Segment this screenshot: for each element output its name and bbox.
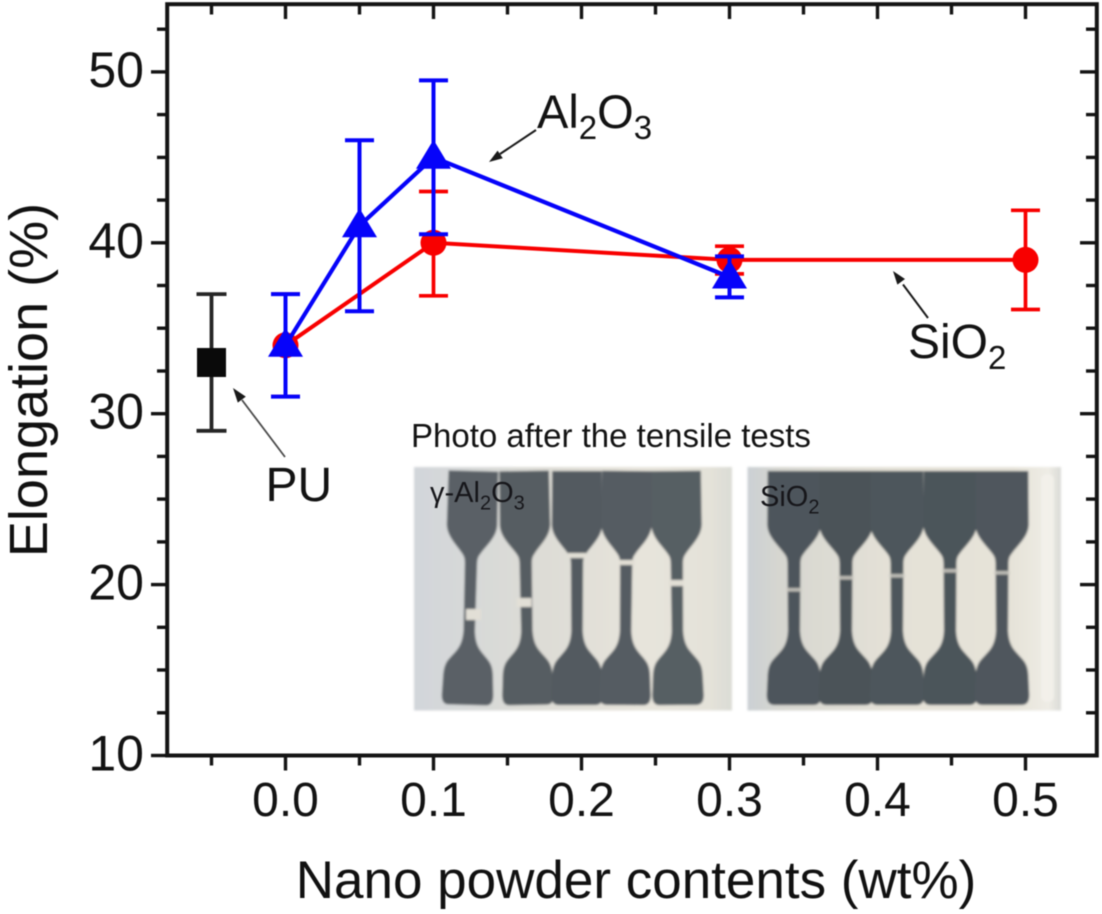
svg-text:PU: PU <box>266 459 333 512</box>
svg-text:0.3: 0.3 <box>696 774 763 827</box>
svg-text:40: 40 <box>88 213 144 269</box>
svg-text:10: 10 <box>88 726 144 782</box>
svg-text:Nano powder contents (wt%): Nano powder contents (wt%) <box>296 851 977 910</box>
svg-text:Photo after the tensile tests: Photo after the tensile tests <box>411 417 811 454</box>
svg-text:Elongation (%): Elongation (%) <box>0 203 59 557</box>
svg-text:20: 20 <box>88 555 144 611</box>
svg-text:0.2: 0.2 <box>548 774 615 827</box>
svg-text:0.5: 0.5 <box>992 774 1059 827</box>
svg-text:50: 50 <box>88 42 144 98</box>
svg-text:γ-Al2O3: γ-Al2O3 <box>430 477 525 515</box>
svg-text:30: 30 <box>88 384 144 440</box>
svg-text:0.1: 0.1 <box>400 774 467 827</box>
svg-text:0.4: 0.4 <box>844 774 911 827</box>
svg-text:0.0: 0.0 <box>252 774 319 827</box>
